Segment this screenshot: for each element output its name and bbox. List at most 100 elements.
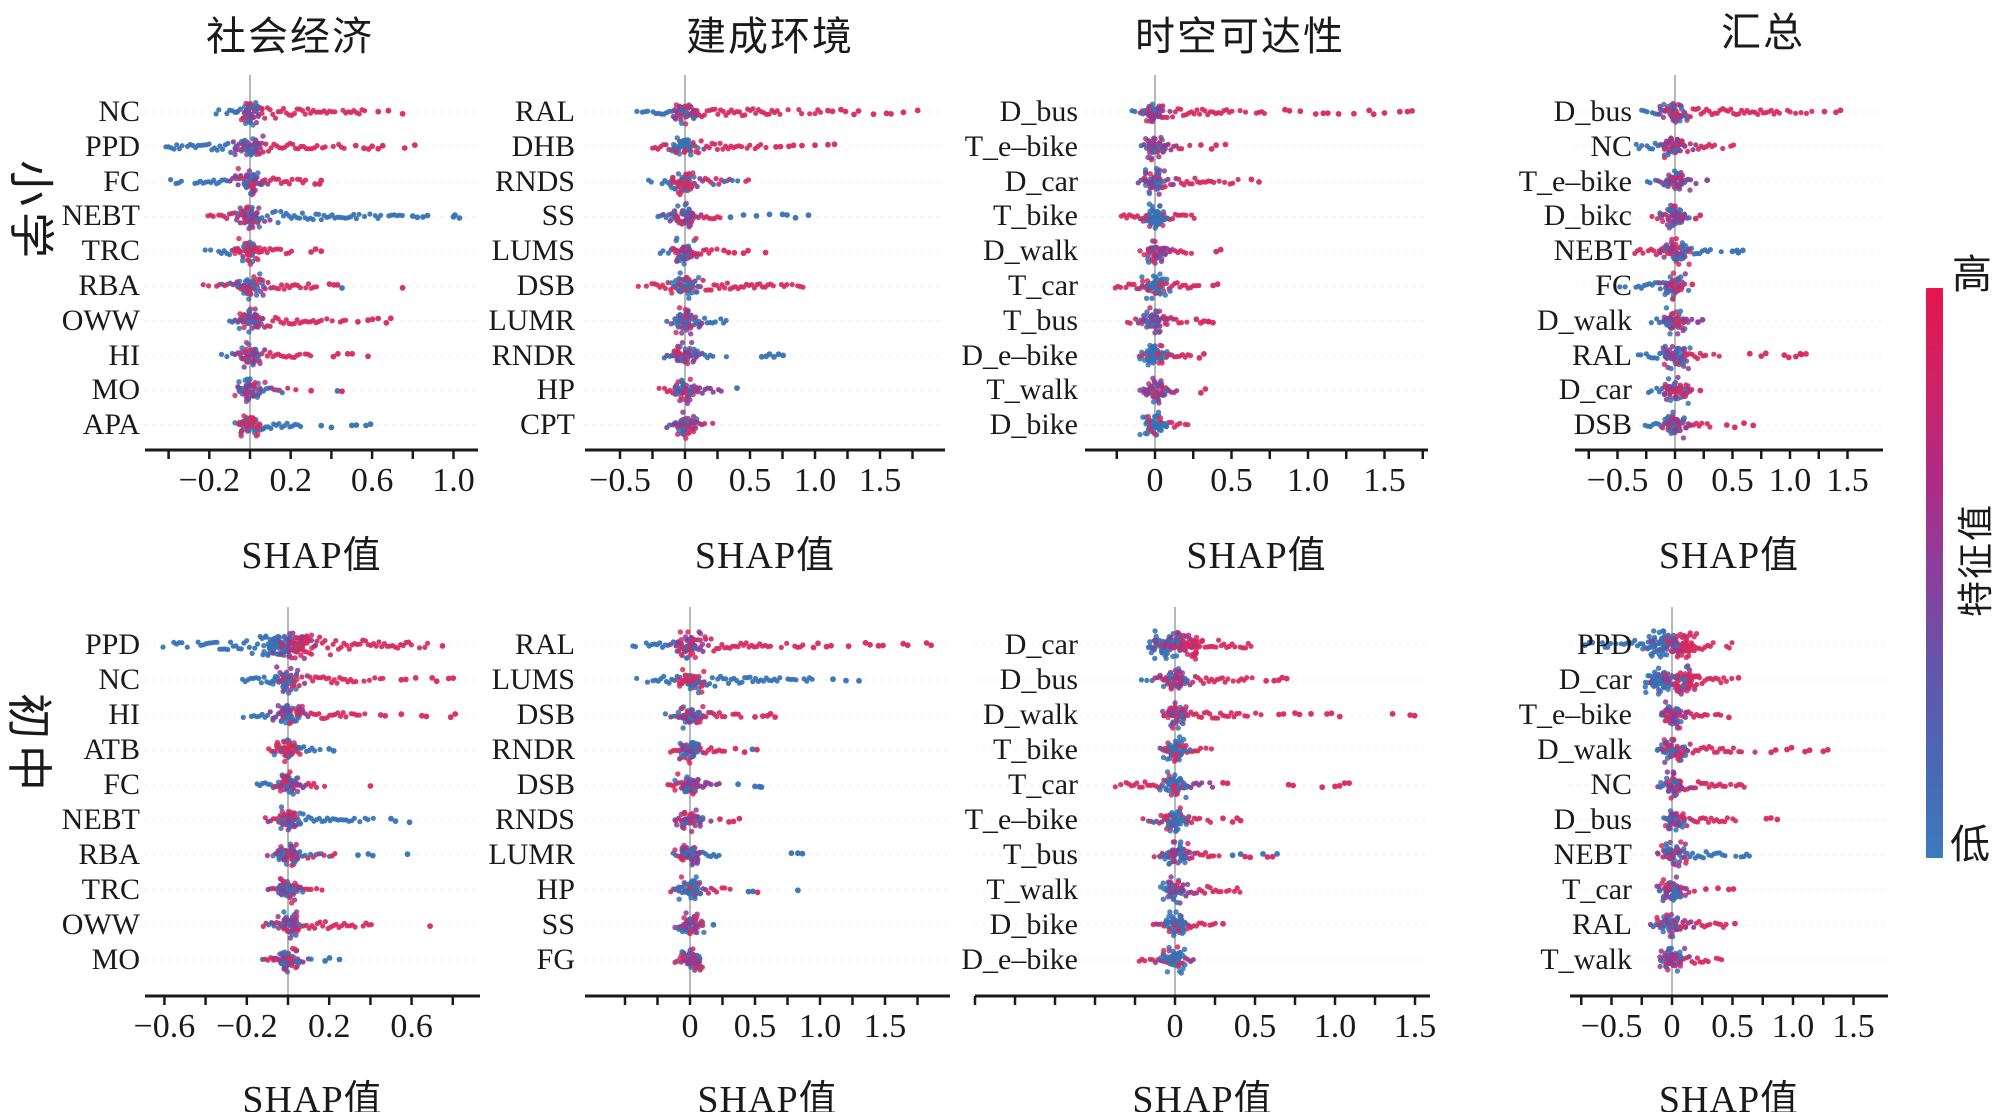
x-tick-label: 0 — [681, 1008, 699, 1045]
feature-label: D_bus — [1553, 95, 1632, 128]
feature-label: LUMR — [488, 838, 575, 871]
feature-label: DSB — [1573, 408, 1632, 442]
x-tick-label: 0.6 — [390, 1008, 433, 1045]
feature-label: T_bus — [1003, 838, 1078, 871]
feature-label: D_bike — [989, 908, 1078, 941]
feature-label: MO — [91, 943, 140, 976]
x-tick-label: 1.0 — [798, 1008, 842, 1045]
feature-label: RNDS — [494, 164, 575, 198]
feature-label: NC — [98, 663, 140, 696]
x-tick-label: 0 — [1666, 462, 1684, 499]
feature-label: NEBT — [61, 803, 140, 836]
feature-label: D_bus — [1553, 803, 1632, 836]
x-tick-label: 1.5 — [863, 1008, 907, 1045]
x-tick-label: −0.2 — [178, 462, 241, 499]
row-title-primary-school: 小学 — [5, 160, 56, 264]
x-tick-label: 1.0 — [1286, 462, 1330, 499]
feature-label: NEBT — [1553, 234, 1632, 268]
x-axis-title: SHAP值 — [1132, 1079, 1273, 1112]
feature-label: RNDR — [491, 733, 575, 766]
x-tick-label: 1.5 — [1832, 1008, 1875, 1045]
feature-label: NEBT — [1553, 838, 1632, 871]
feature-label: D_car — [1558, 663, 1632, 696]
feature-label: D_walk — [983, 234, 1078, 268]
feature-label: HI — [108, 338, 140, 372]
feature-label: RNDR — [491, 338, 575, 372]
x-tick-label: 0.5 — [733, 1008, 777, 1045]
x-tick-label: 0.5 — [1210, 462, 1253, 499]
feature-label: MO — [91, 373, 140, 407]
feature-label: ATB — [83, 733, 140, 766]
x-tick-label: 1.5 — [1393, 1008, 1437, 1045]
feature-label: RAL — [515, 95, 575, 128]
feature-label: NC — [1590, 129, 1632, 163]
feature-label: SS — [541, 199, 575, 233]
x-tick-label: 0.2 — [269, 462, 312, 499]
feature-label: DSB — [516, 698, 575, 731]
x-axis-title: SHAP值 — [241, 535, 382, 577]
feature-label: D_car — [1004, 628, 1078, 661]
feature-label: D_car — [1558, 373, 1632, 407]
feature-label: T_walk — [986, 373, 1078, 407]
x-tick-label: 1.0 — [432, 462, 475, 499]
x-tick-label: 1.0 — [793, 462, 837, 499]
x-tick-label: 1.0 — [1768, 462, 1812, 499]
colorbar-title: 特征值 — [1956, 503, 1996, 618]
colorbar-feature-value — [1926, 288, 1943, 858]
x-tick-label: 0.2 — [307, 1008, 351, 1045]
feature-label: LUMR — [488, 303, 575, 337]
feature-label: T_e–bike — [1518, 164, 1632, 198]
x-tick-label: 0.5 — [1711, 1008, 1754, 1045]
feature-label: D_bikc — [1543, 199, 1632, 233]
feature-label: D_walk — [983, 698, 1078, 731]
feature-label: TRC — [81, 873, 140, 906]
x-axis-title: SHAP值 — [697, 1079, 838, 1112]
feature-label: FC — [103, 768, 140, 801]
feature-label: T_e–bike — [964, 803, 1078, 836]
feature-label: T_bike — [993, 199, 1078, 233]
feature-label: T_walk — [986, 873, 1078, 906]
feature-label: OWW — [61, 303, 140, 337]
feature-label: T_e–bike — [964, 129, 1078, 163]
feature-label: FC — [103, 164, 140, 198]
feature-label: LUMS — [491, 234, 575, 268]
feature-label: APA — [82, 408, 140, 442]
x-tick-label: 1.5 — [858, 462, 902, 499]
feature-label: DHB — [511, 129, 575, 163]
x-axis-title: SHAP值 — [694, 535, 836, 577]
feature-label: HP — [536, 873, 575, 906]
colorbar-low-label: 低 — [1950, 822, 1990, 867]
feature-label: T_car — [1008, 768, 1078, 801]
column-title-spatiotemporal-accessibility: 时空可达性 — [1135, 14, 1345, 59]
x-tick-label: 1.5 — [1826, 462, 1869, 499]
feature-label: SS — [541, 908, 575, 941]
feature-label: RBA — [78, 269, 140, 302]
feature-label: LUMS — [491, 663, 575, 696]
x-tick-label: 0.5 — [728, 462, 772, 499]
x-tick-label: −0.2 — [215, 1008, 278, 1045]
row-title-junior-high-school: 初中 — [3, 693, 54, 797]
x-axis-title: SHAP值 — [1186, 535, 1327, 577]
feature-label: RAL — [1572, 908, 1632, 941]
x-tick-label: −0.5 — [589, 462, 651, 499]
feature-label: FG — [536, 943, 575, 976]
x-axis-title: SHAP值 — [1658, 535, 1800, 577]
column-title-summary: 汇总 — [1721, 10, 1805, 55]
x-tick-label: 0 — [1146, 462, 1164, 499]
x-tick-label: 0.5 — [1233, 1008, 1277, 1045]
feature-label: D_e–bike — [961, 943, 1078, 976]
feature-label: PPD — [84, 628, 140, 661]
feature-label: D_bus — [999, 663, 1078, 696]
feature-label: RAL — [515, 628, 575, 661]
feature-label: NEBT — [61, 199, 140, 233]
feature-label: T_car — [1562, 873, 1632, 906]
column-title-built-environment: 建成环境 — [686, 14, 854, 59]
feature-label: T_bike — [993, 733, 1078, 766]
feature-label: D_car — [1004, 164, 1078, 198]
feature-label: T_e–bike — [1518, 698, 1632, 731]
feature-label: T_car — [1008, 269, 1078, 302]
feature-label: T_bus — [1003, 303, 1078, 337]
feature-label: RNDS — [494, 803, 575, 836]
